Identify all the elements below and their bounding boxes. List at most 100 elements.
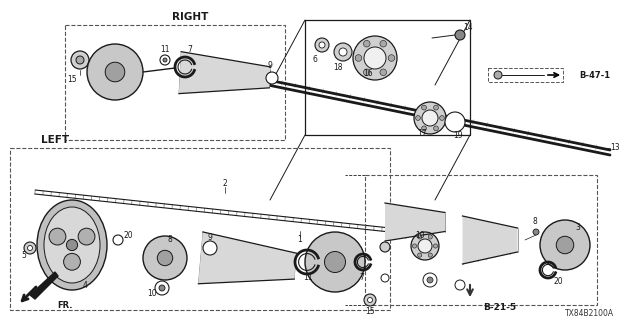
- Text: TX84B2100A: TX84B2100A: [565, 308, 614, 317]
- Circle shape: [324, 252, 346, 273]
- Text: 11: 11: [303, 273, 313, 282]
- Text: 4: 4: [83, 281, 88, 290]
- Text: 11: 11: [160, 45, 170, 54]
- Circle shape: [381, 274, 389, 282]
- Text: 7: 7: [188, 45, 193, 54]
- Bar: [10, 148, 390, 310]
- Circle shape: [364, 47, 386, 69]
- Text: 10: 10: [415, 230, 425, 239]
- Bar: [488, 68, 563, 82]
- Text: 8: 8: [168, 236, 172, 244]
- Text: 9: 9: [268, 60, 273, 69]
- Circle shape: [49, 228, 66, 245]
- Text: 1: 1: [298, 236, 302, 244]
- Circle shape: [422, 126, 426, 131]
- Circle shape: [422, 110, 438, 126]
- Circle shape: [533, 229, 539, 235]
- Text: 14: 14: [463, 23, 473, 33]
- Circle shape: [67, 239, 77, 251]
- Circle shape: [157, 250, 173, 266]
- Circle shape: [434, 126, 438, 131]
- Circle shape: [355, 55, 362, 61]
- Circle shape: [163, 58, 167, 62]
- Circle shape: [364, 294, 376, 306]
- Circle shape: [76, 56, 84, 64]
- Circle shape: [540, 220, 590, 270]
- Text: 17: 17: [417, 129, 427, 138]
- Circle shape: [433, 244, 438, 248]
- Circle shape: [418, 235, 422, 239]
- Circle shape: [339, 48, 347, 56]
- Text: 5: 5: [22, 251, 26, 260]
- Circle shape: [415, 116, 420, 120]
- Text: 3: 3: [575, 223, 580, 233]
- Text: 16: 16: [363, 69, 373, 78]
- Text: B-47-1: B-47-1: [579, 70, 611, 79]
- Circle shape: [388, 55, 395, 61]
- Text: 13: 13: [610, 143, 620, 153]
- Text: LEFT: LEFT: [41, 135, 69, 145]
- Circle shape: [445, 112, 465, 132]
- Circle shape: [380, 40, 387, 47]
- Circle shape: [63, 253, 81, 270]
- Circle shape: [24, 242, 36, 254]
- Text: B-21-5: B-21-5: [483, 303, 516, 313]
- Text: 9: 9: [207, 234, 212, 243]
- Circle shape: [367, 298, 372, 302]
- Bar: [365, 175, 597, 305]
- Text: 8: 8: [532, 218, 538, 227]
- Polygon shape: [30, 272, 58, 299]
- Text: 6: 6: [312, 55, 317, 65]
- Ellipse shape: [44, 209, 100, 281]
- Polygon shape: [179, 52, 271, 94]
- Circle shape: [155, 281, 169, 295]
- Ellipse shape: [37, 200, 107, 290]
- Circle shape: [28, 245, 33, 251]
- Text: 15: 15: [365, 307, 375, 316]
- Circle shape: [87, 44, 143, 100]
- Polygon shape: [463, 216, 518, 264]
- Text: 7: 7: [360, 274, 364, 283]
- Text: 10: 10: [147, 289, 157, 298]
- Circle shape: [78, 228, 95, 245]
- Circle shape: [455, 30, 465, 40]
- Bar: [305, 20, 470, 135]
- Circle shape: [364, 40, 370, 47]
- Text: FR.: FR.: [57, 300, 73, 309]
- Circle shape: [160, 55, 170, 65]
- Text: 15: 15: [67, 76, 77, 84]
- Circle shape: [423, 273, 437, 287]
- Circle shape: [364, 69, 370, 76]
- Circle shape: [428, 235, 433, 239]
- Text: 2: 2: [223, 179, 227, 188]
- Circle shape: [427, 277, 433, 283]
- Bar: [65, 25, 285, 140]
- Circle shape: [319, 42, 325, 48]
- Text: 20: 20: [553, 277, 563, 286]
- Circle shape: [159, 285, 165, 291]
- Circle shape: [455, 280, 465, 290]
- Circle shape: [71, 51, 89, 69]
- Circle shape: [334, 43, 352, 61]
- Circle shape: [434, 105, 438, 110]
- Circle shape: [143, 236, 187, 280]
- Text: 20: 20: [123, 230, 133, 239]
- Text: RIGHT: RIGHT: [172, 12, 208, 22]
- Circle shape: [105, 62, 125, 82]
- Circle shape: [494, 71, 502, 79]
- Circle shape: [412, 244, 417, 248]
- Circle shape: [305, 232, 365, 292]
- Circle shape: [418, 253, 422, 257]
- Circle shape: [556, 236, 573, 254]
- Text: 18: 18: [333, 62, 343, 71]
- Circle shape: [422, 105, 426, 110]
- Text: 19: 19: [453, 131, 463, 140]
- Circle shape: [266, 72, 278, 84]
- Circle shape: [203, 241, 217, 255]
- Circle shape: [414, 102, 446, 134]
- Polygon shape: [385, 203, 445, 241]
- Circle shape: [418, 239, 432, 253]
- Circle shape: [380, 242, 390, 252]
- Ellipse shape: [44, 207, 100, 283]
- Circle shape: [353, 36, 397, 80]
